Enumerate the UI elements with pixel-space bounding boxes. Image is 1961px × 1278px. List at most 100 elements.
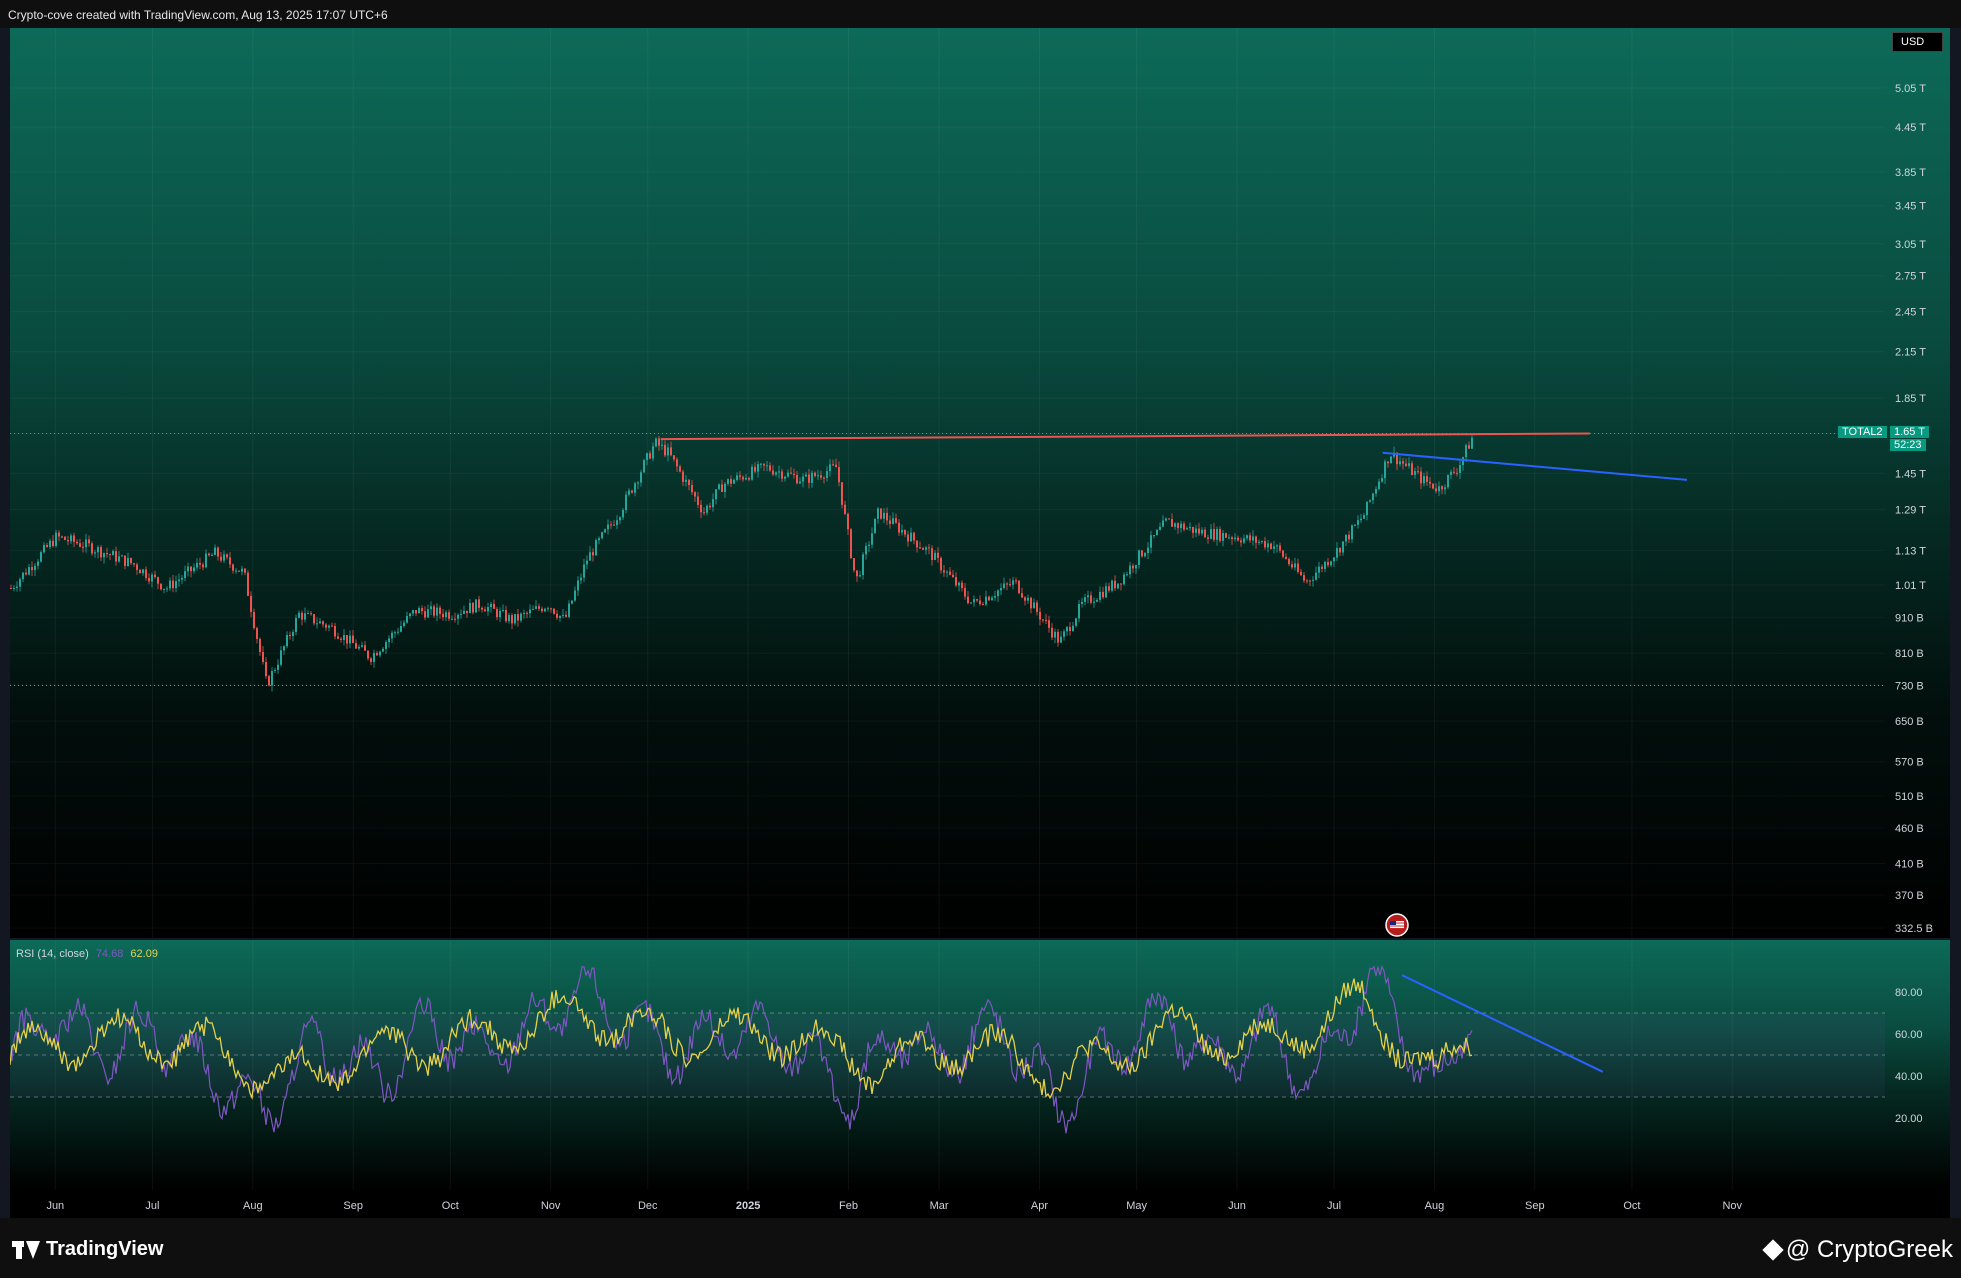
candle-body — [1183, 523, 1185, 530]
time-tick-label: Aug — [1425, 1200, 1445, 1212]
candle-body — [1330, 561, 1332, 566]
candle-body — [1360, 518, 1362, 521]
candle-body — [1210, 529, 1212, 539]
candle-body — [217, 547, 219, 557]
rsi-ma-line — [9, 978, 1473, 1101]
candle-body — [1033, 602, 1035, 609]
candle-body — [862, 554, 864, 576]
candle-body — [1132, 565, 1134, 569]
time-tick-label: Apr — [1031, 1200, 1048, 1212]
candle-body — [1297, 563, 1299, 572]
header-bar: Crypto-cove created with TradingView.com… — [0, 0, 1961, 28]
candle-body — [1315, 572, 1317, 580]
candle-body — [1015, 580, 1017, 582]
candle-body — [184, 571, 186, 578]
candle-body — [169, 580, 171, 589]
candle-body — [925, 547, 927, 550]
candle-body — [31, 567, 33, 571]
candle-body — [259, 638, 261, 652]
candle-body — [685, 479, 687, 482]
candle-body — [1021, 593, 1023, 598]
candle-body — [883, 512, 885, 519]
us-flag-event-icon[interactable] — [1384, 912, 1410, 938]
candle-body — [250, 595, 252, 612]
candle-body — [820, 475, 822, 478]
candle-body — [1429, 481, 1431, 484]
time-tick-label: 2025 — [736, 1200, 760, 1212]
tradingview-logo[interactable]: TradingView — [12, 1238, 163, 1261]
candle-body — [97, 547, 99, 553]
candle-body — [1276, 545, 1278, 547]
candle-body — [583, 564, 585, 578]
price-tick-label: 510 B — [1895, 791, 1924, 803]
candle-body — [1267, 543, 1269, 548]
candle-body — [379, 651, 381, 656]
candle-body — [628, 490, 630, 495]
candle-body — [373, 652, 375, 662]
candle-body — [103, 553, 105, 558]
candle-body — [1258, 541, 1260, 543]
candle-body — [352, 635, 354, 644]
candle-body — [76, 541, 78, 544]
candle-body — [1048, 620, 1050, 628]
candle-body — [289, 634, 291, 637]
currency-selector[interactable]: USD — [1892, 32, 1944, 52]
candle-body — [1291, 564, 1293, 568]
candle-body — [1117, 583, 1119, 589]
candle-body — [16, 586, 18, 588]
candle-body — [193, 567, 195, 572]
candle-body — [889, 520, 891, 524]
candle-body — [508, 615, 510, 622]
candle-body — [22, 572, 24, 580]
candle-body — [148, 578, 150, 582]
candle-body — [586, 560, 588, 565]
candle-body — [1468, 445, 1470, 449]
candle-body — [397, 631, 399, 633]
candle-body — [1294, 563, 1296, 568]
candle-body — [1366, 501, 1368, 516]
rsi-tick-label: 60.00 — [1895, 1029, 1923, 1041]
candle-body — [55, 532, 57, 546]
candle-body — [385, 642, 387, 649]
candle-body — [421, 608, 423, 612]
price-tick-label: 570 B — [1895, 757, 1924, 769]
candle-body — [1324, 561, 1326, 569]
candle-body — [1087, 595, 1089, 598]
candle-body — [994, 596, 996, 598]
candle-body — [355, 643, 357, 649]
candle-body — [553, 608, 555, 614]
time-tick-label: Jun — [46, 1200, 64, 1212]
rsi-pane[interactable]: 80.00 60.00 40.00 20.00 RSI (14, close) 74.… — [9, 940, 1950, 1190]
candle-body — [106, 553, 108, 555]
candle-body — [592, 552, 594, 556]
candle-body — [826, 471, 828, 479]
candle-body — [997, 590, 999, 597]
candle-body — [1138, 550, 1140, 566]
candle-body — [580, 577, 582, 581]
candle-body — [409, 613, 411, 616]
candle-body — [232, 564, 234, 571]
time-axis[interactable]: Jun Jul Aug Sep Oct Nov Dec 2025 Feb Mar Apr May Jun… — [10, 1190, 1950, 1218]
price-tick-label: 1.45 T — [1895, 468, 1926, 480]
candle-body — [280, 650, 282, 665]
candle-body — [430, 606, 432, 610]
candle-body — [730, 479, 732, 484]
candle-body — [931, 548, 933, 560]
candle-body — [1225, 533, 1227, 538]
chart-attribution: Crypto-cove created with TradingView.com… — [8, 8, 388, 22]
candle-body — [1093, 601, 1095, 603]
candle-body — [1186, 528, 1188, 530]
candle-body — [1102, 591, 1104, 598]
candle-body — [328, 625, 330, 628]
candle-body — [1072, 625, 1074, 632]
candle-body — [1213, 529, 1215, 540]
candle-body — [655, 438, 657, 447]
price-pane[interactable]: 5.05 T 4.45 T 3.85 T 3.45 T 3.05 T 2.75 T 2.45… — [10, 28, 1950, 938]
candle-body — [850, 529, 852, 559]
candle-body — [1318, 566, 1320, 573]
candle-body — [943, 570, 945, 573]
candle-body — [607, 524, 609, 530]
candle-body — [919, 547, 921, 549]
candle-body — [142, 569, 144, 574]
price-tick-label: 4.45 T — [1895, 122, 1926, 134]
